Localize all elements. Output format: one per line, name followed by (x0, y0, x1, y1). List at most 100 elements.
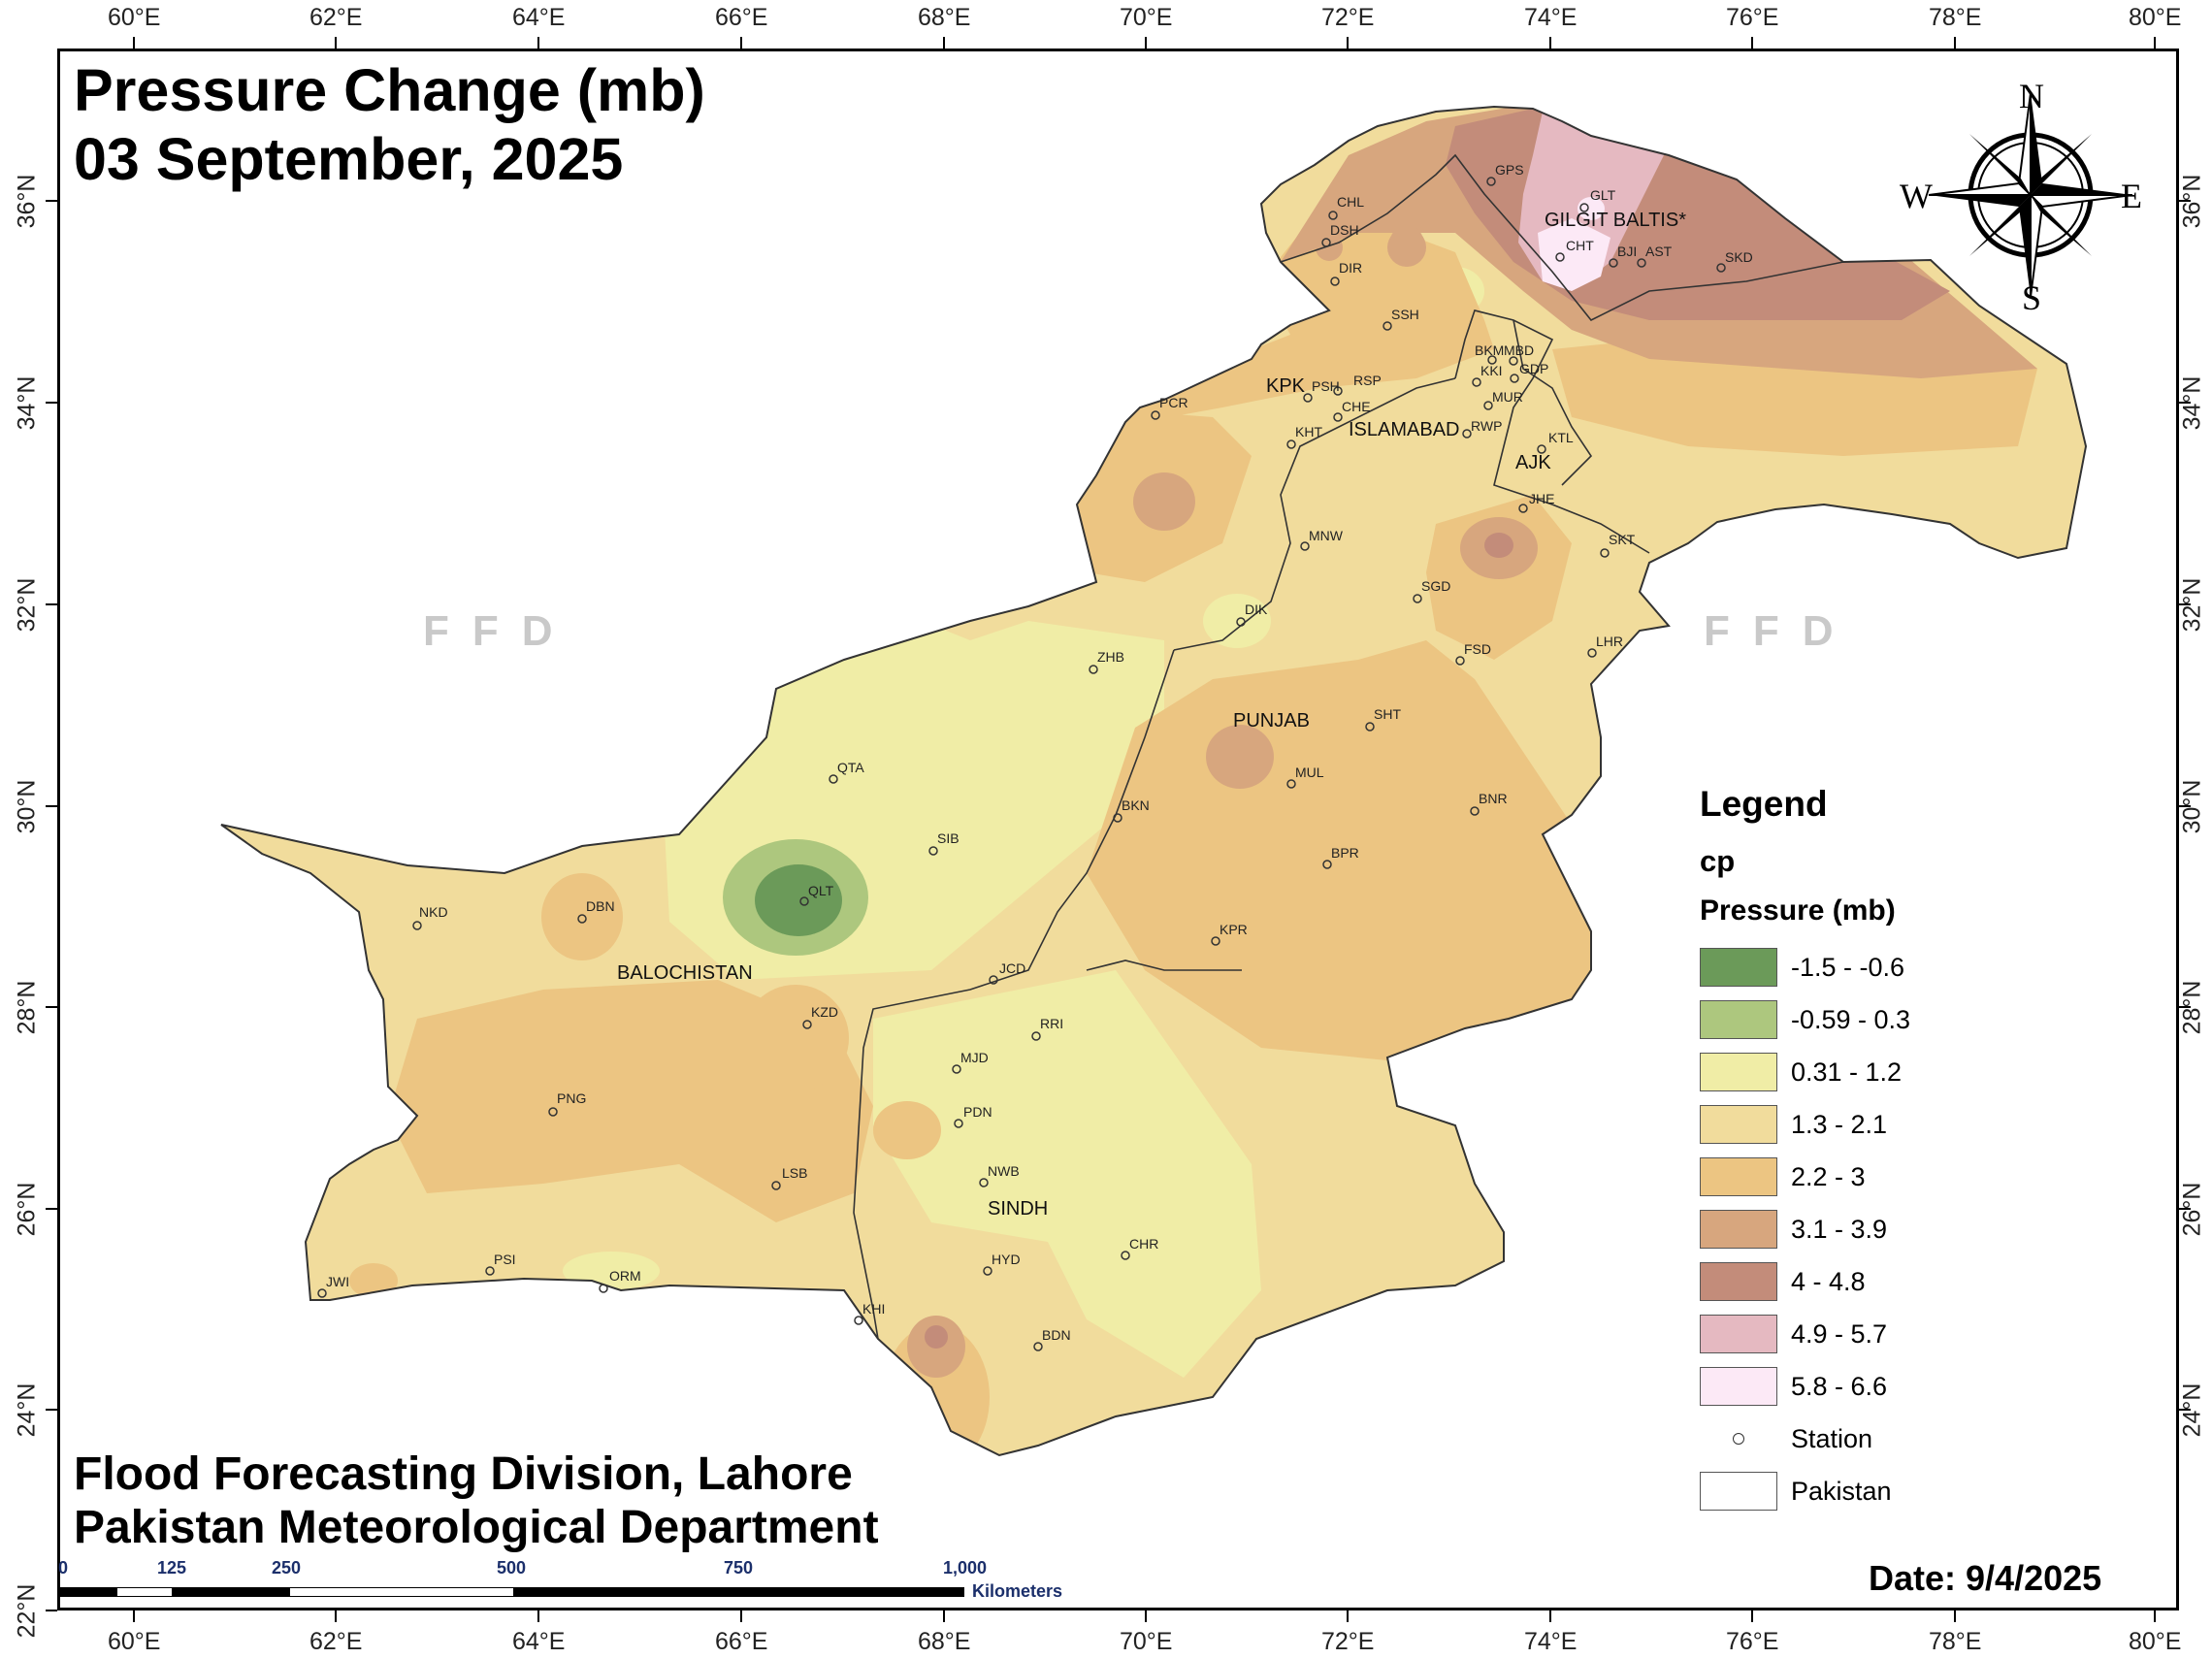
legend-class-row: 5.8 - 6.6 (1700, 1360, 2107, 1413)
lat-label: 26°N (2178, 1182, 2206, 1237)
station-label: BPR (1331, 845, 1359, 861)
lon-label: 70°E (1120, 4, 1173, 31)
station-label: KKI (1480, 363, 1503, 378)
scale-seg (116, 1587, 173, 1597)
scale-label: 500 (497, 1558, 527, 1578)
credit-line-1: Flood Forecasting Division, Lahore (74, 1448, 853, 1500)
region-label: PUNJAB (1233, 710, 1310, 732)
station-label: ORM (609, 1268, 641, 1284)
station-label: CHT (1566, 238, 1594, 253)
station-label: BKM (1475, 342, 1505, 358)
station-label: JCD (999, 960, 1026, 976)
scale-seg (739, 1587, 964, 1597)
station-label: SSH (1391, 307, 1419, 322)
station-label: KHI (862, 1301, 886, 1317)
scale-label: 1,000 (943, 1558, 988, 1578)
station-label: GPS (1495, 162, 1524, 178)
station-label: SGD (1421, 578, 1451, 594)
legend-layer: cp (1700, 844, 1736, 878)
scale-seg (60, 1587, 116, 1597)
map-title: Pressure Change (mb) 03 September, 2025 (74, 56, 705, 194)
legend-class-label: -0.59 - 0.3 (1791, 1004, 1911, 1034)
map-frame (57, 49, 2179, 1610)
legend-swatch (1700, 1210, 1777, 1249)
legend-station-label: Station (1791, 1423, 1873, 1453)
station-label: BKN (1122, 797, 1150, 813)
station-label: JWI (326, 1274, 350, 1289)
lon-label: 68°E (918, 4, 971, 31)
scale-bar: 0 125 250 500 750 1,000 Kilometers (58, 1558, 1087, 1616)
north-arrow: N S W E (1900, 76, 2152, 318)
watermark-right: FFD (1704, 607, 1857, 655)
compass-e: E (2121, 177, 2142, 215)
station-label: BDN (1042, 1327, 1071, 1343)
station-label: NKD (419, 904, 448, 920)
station-label: MUR (1492, 389, 1523, 405)
region-label: ISLAMABAD (1349, 419, 1460, 440)
station-label: GDP (1519, 361, 1549, 376)
station-label: AST (1645, 244, 1673, 259)
legend-class-label: 5.8 - 6.6 (1791, 1371, 1888, 1401)
legend-field: Pressure (mb) (1700, 895, 1896, 927)
station-label: SHT (1374, 706, 1401, 722)
compass-w: W (1900, 177, 1933, 215)
lon-label: 78°E (1929, 1628, 1982, 1655)
legend-boundary-row: Pakistan (1700, 1465, 2107, 1517)
station-label: NWB (988, 1163, 1020, 1179)
lon-label: 72°E (1321, 1628, 1375, 1655)
legend-class-label: 3.1 - 3.9 (1791, 1214, 1888, 1244)
admin-boundaries (220, 105, 2088, 1457)
region-label: SINDH (988, 1198, 1049, 1220)
region-label: KPK (1266, 375, 1306, 397)
lat-label: 34°N (13, 375, 41, 431)
lon-label: 80°E (2129, 4, 2182, 31)
lon-label: 70°E (1120, 1628, 1173, 1655)
lon-label: 80°E (2129, 1628, 2182, 1655)
station-label: MNW (1309, 528, 1343, 543)
graticule-ticks (46, 37, 2191, 1622)
legend-swatch (1700, 1367, 1777, 1406)
legend-class-row: -1.5 - -0.6 (1700, 941, 2107, 993)
legend-station-row: Station (1700, 1413, 2107, 1465)
legend-class-label: 4.9 - 5.7 (1791, 1318, 1888, 1349)
lat-label: 28°N (13, 980, 41, 1035)
station-label: QLT (808, 883, 834, 898)
legend-class-row: 4 - 4.8 (1700, 1255, 2107, 1308)
title-line-2: 03 September, 2025 (74, 126, 624, 192)
legend-class-row: 0.31 - 1.2 (1700, 1046, 2107, 1098)
lon-label: 76°E (1726, 4, 1779, 31)
station-label: SKD (1725, 249, 1753, 265)
lat-label: 36°N (13, 174, 41, 229)
watermark-left: FFD (423, 607, 576, 655)
lon-label: 64°E (512, 1628, 566, 1655)
lon-label: 74°E (1524, 4, 1578, 31)
station-label: PCR (1159, 395, 1188, 410)
compass-rose-icon (1928, 92, 2133, 298)
lat-label: 30°N (2178, 779, 2206, 834)
lon-label: 60°E (108, 1628, 161, 1655)
region-label: BALOCHISTAN (617, 962, 753, 984)
lon-label: 62°E (309, 1628, 363, 1655)
region-label: GILGIT BALTIS* (1545, 210, 1686, 231)
legend-class-label: 4 - 4.8 (1791, 1266, 1866, 1296)
lon-label: 74°E (1524, 1628, 1578, 1655)
station-label: DSH (1330, 222, 1359, 238)
lon-label: 64°E (512, 4, 566, 31)
station-label: PDN (963, 1104, 992, 1120)
lat-label: 26°N (13, 1182, 41, 1237)
legend-class-row: 1.3 - 2.1 (1700, 1098, 2107, 1151)
legend-title: Legend (1700, 784, 1828, 824)
station-label: KHT (1295, 424, 1322, 439)
station-label: RSP (1353, 373, 1382, 388)
station-label: KZD (811, 1004, 838, 1020)
lon-label: 68°E (918, 1628, 971, 1655)
lat-label: 22°N (13, 1583, 41, 1639)
compass-n: N (2019, 77, 2044, 115)
legend-swatch (1700, 1000, 1777, 1039)
legend-class-label: 0.31 - 1.2 (1791, 1057, 1903, 1087)
lat-label: 32°N (13, 577, 41, 633)
station-label: JHE (1529, 491, 1555, 506)
lat-label: 32°N (2178, 577, 2206, 633)
legend-boundary-label: Pakistan (1791, 1476, 1892, 1506)
station-label: BNR (1479, 791, 1508, 806)
